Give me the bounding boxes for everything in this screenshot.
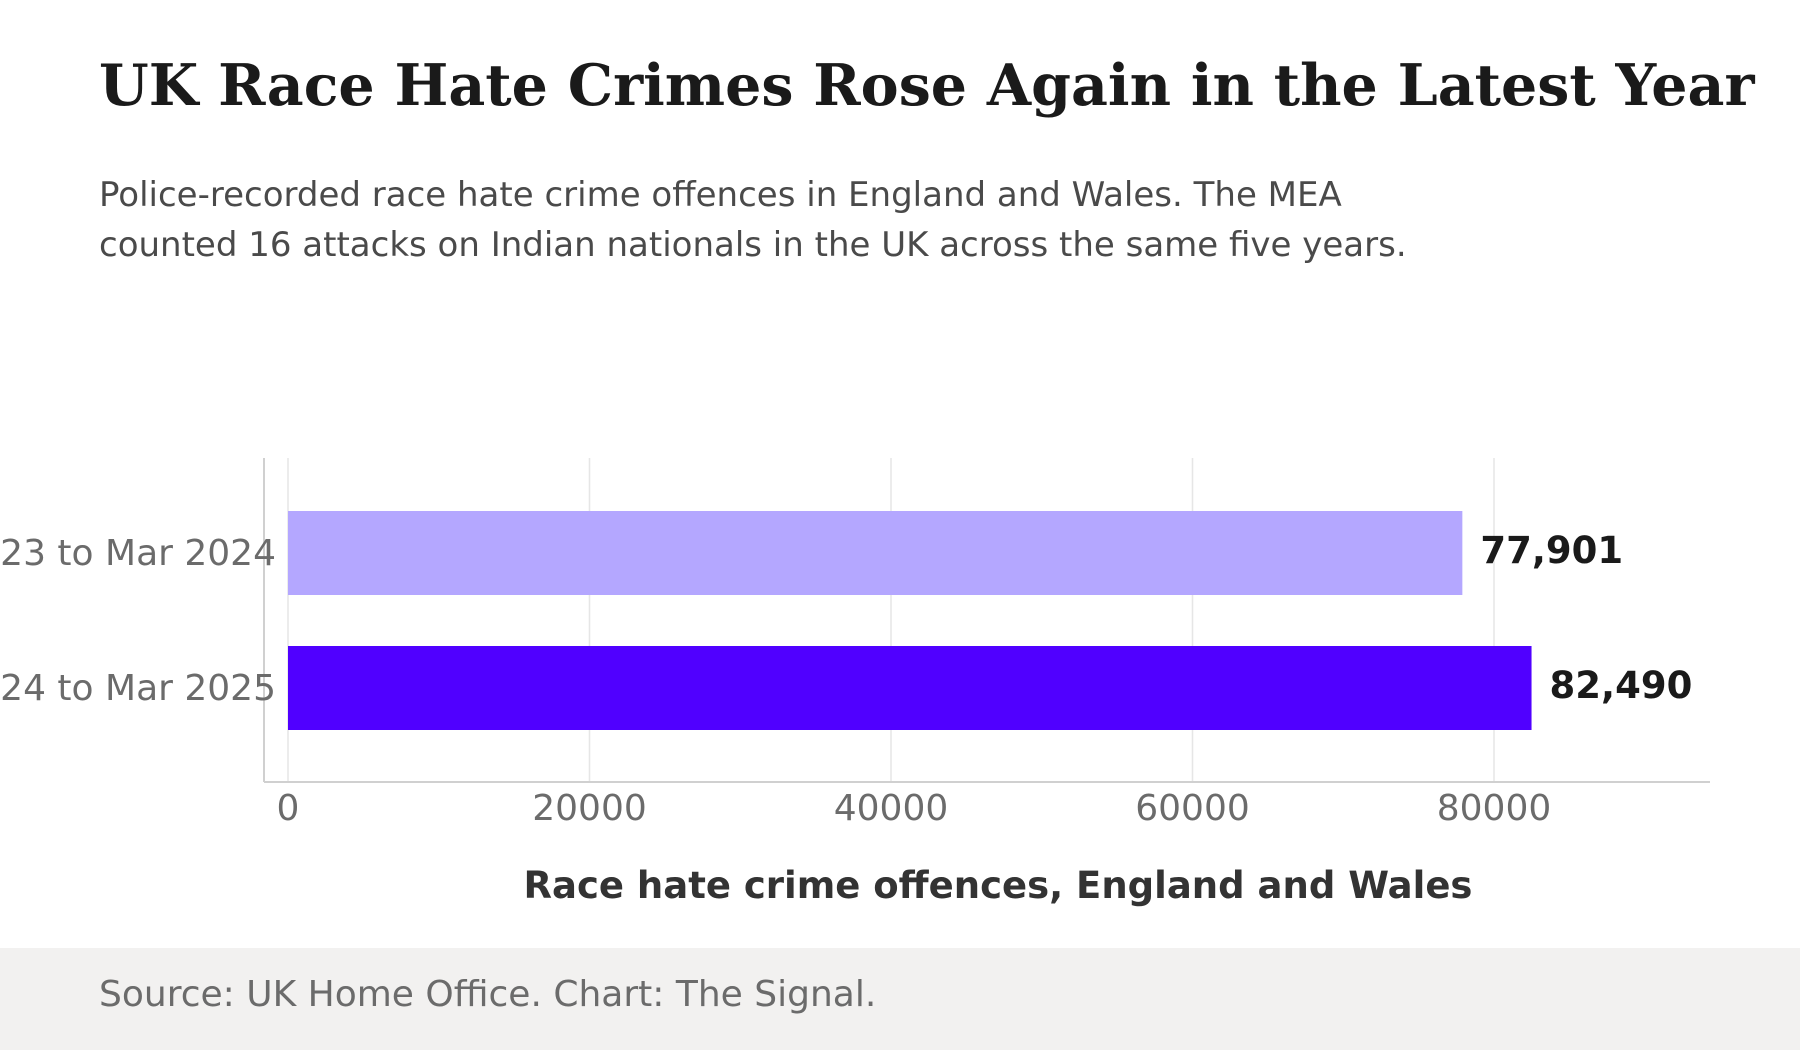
x-tick-label-0: 0 (277, 788, 300, 829)
bar-1 (288, 646, 1532, 730)
x-tick-label-2: 40000 (834, 788, 949, 829)
x-tick-label-4: 80000 (1437, 788, 1552, 829)
footer-band (0, 948, 1800, 1050)
bar-chart: Apr 2023 to Mar 2024 77,901 Apr 2024 to Ma… (0, 458, 1710, 907)
value-label-1: 82,490 (1550, 664, 1693, 707)
x-axis-label: Race hate crime offences, England and Wa… (524, 864, 1473, 907)
bar-0 (288, 511, 1463, 595)
x-tick-label-1: 20000 (532, 788, 647, 829)
x-tick-label-3: 60000 (1135, 788, 1250, 829)
source-note: Source: UK Home Office. Chart: The Signa… (99, 974, 877, 1015)
chart-subtitle: Police-recorded race hate crime offences… (99, 175, 1407, 265)
value-label-0: 77,901 (1480, 529, 1623, 572)
category-label-1: Apr 2024 to Mar 2025 (0, 668, 276, 709)
chart-title: UK Race Hate Crimes Rose Again in the La… (99, 52, 1755, 119)
category-label-0: Apr 2023 to Mar 2024 (0, 533, 276, 574)
